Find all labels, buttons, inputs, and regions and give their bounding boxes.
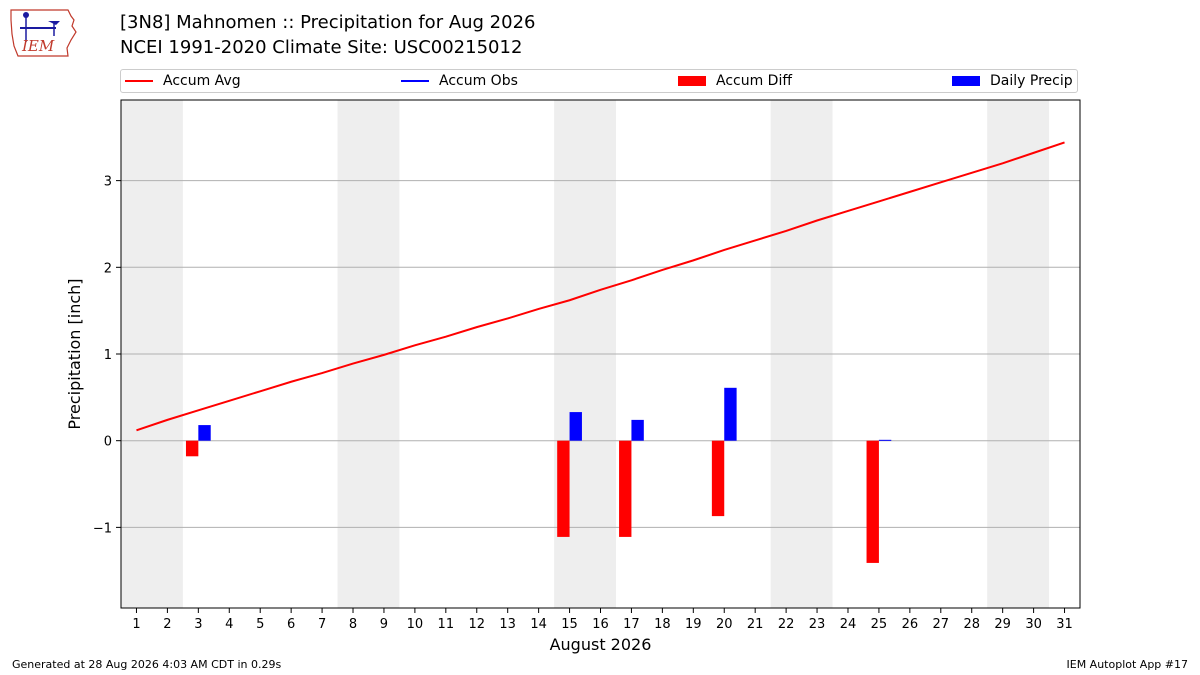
x-tick-label: 6 xyxy=(287,617,295,632)
x-axis-label: August 2026 xyxy=(550,635,652,654)
daily-precip-bar-20 xyxy=(724,387,737,441)
x-tick-label: 9 xyxy=(380,617,388,632)
daily-precip-bar-17 xyxy=(631,419,644,441)
x-tick-label: 20 xyxy=(716,617,733,632)
x-tick-label: 12 xyxy=(468,617,485,632)
x-tick-label: 13 xyxy=(499,617,516,632)
y-tick-label: 3 xyxy=(104,175,112,190)
logo-text: IEM xyxy=(21,37,55,55)
accum-diff-bar-3 xyxy=(185,440,199,457)
x-tick-label: 25 xyxy=(871,617,888,632)
x-tick-label: 17 xyxy=(623,617,640,632)
x-tick-label: 10 xyxy=(407,617,424,632)
x-tick-label: 28 xyxy=(963,617,980,632)
legend-accum-diff-label: Accum Diff xyxy=(716,73,793,89)
y-tick-label: −1 xyxy=(93,521,112,536)
legend-accum-avg: Accum Avg xyxy=(125,73,241,89)
x-tick-label: 14 xyxy=(530,617,547,632)
accum-diff-bar-17 xyxy=(619,440,632,537)
accum-diff-bar-15 xyxy=(557,440,570,537)
generated-timestamp: Generated at 28 Aug 2026 4:03 AM CDT in … xyxy=(12,658,282,671)
y-tick-label: 2 xyxy=(104,261,112,276)
accum-diff-bar-25 xyxy=(866,440,879,563)
chart-subtitle: NCEI 1991-2020 Climate Site: USC00215012 xyxy=(120,37,523,58)
x-tick-label: 23 xyxy=(809,617,826,632)
x-tick-label: 21 xyxy=(747,617,764,632)
legend-accum-diff-swatch xyxy=(678,76,706,86)
daily-precip-bar-25 xyxy=(878,439,892,441)
legend-accum-avg-label: Accum Avg xyxy=(163,73,241,89)
legend-accum-diff: Accum Diff xyxy=(678,73,792,89)
daily-precip-bar-3 xyxy=(198,425,211,441)
legend-daily-precip-label: Daily Precip xyxy=(990,73,1073,89)
x-tick-label: 11 xyxy=(438,617,455,632)
x-tick-label: 26 xyxy=(902,617,919,632)
x-tick-label: 4 xyxy=(225,617,233,632)
x-tick-label: 30 xyxy=(1025,617,1042,632)
x-tick-label: 5 xyxy=(256,617,264,632)
chart-title: [3N8] Mahnomen :: Precipitation for Aug … xyxy=(120,12,536,33)
chart-legend: Accum Avg Accum Obs Accum Diff Daily Pre… xyxy=(120,69,1078,93)
x-tick-label: 1 xyxy=(132,617,140,632)
app-credit: IEM Autoplot App #17 xyxy=(1066,658,1189,671)
y-tick-label: 1 xyxy=(104,348,112,363)
legend-accum-obs: Accum Obs xyxy=(401,73,518,89)
x-tick-label: 7 xyxy=(318,617,326,632)
legend-daily-precip-swatch xyxy=(952,76,980,86)
iem-logo: IEM xyxy=(8,6,80,60)
x-tick-label: 15 xyxy=(561,617,578,632)
x-tick-label: 2 xyxy=(163,617,171,632)
x-tick-label: 16 xyxy=(592,617,609,632)
x-tick-label: 29 xyxy=(994,617,1011,632)
legend-accum-avg-swatch xyxy=(125,80,153,82)
x-tick-label: 19 xyxy=(685,617,702,632)
x-tick-label: 31 xyxy=(1056,617,1073,632)
accum-diff-bar-20 xyxy=(711,440,725,517)
x-tick-label: 24 xyxy=(840,617,857,632)
accum-avg-line xyxy=(136,141,1065,432)
y-tick-label: 0 xyxy=(104,435,112,450)
x-tick-label: 22 xyxy=(778,617,795,632)
daily-precip-bar-15 xyxy=(569,412,582,441)
x-tick-label: 3 xyxy=(194,617,202,632)
x-tick-label: 8 xyxy=(349,617,357,632)
y-axis-label: Precipitation [inch] xyxy=(65,278,84,429)
legend-accum-obs-swatch xyxy=(401,80,429,82)
x-tick-label: 27 xyxy=(933,617,950,632)
x-tick-label: 18 xyxy=(654,617,671,632)
legend-accum-obs-label: Accum Obs xyxy=(439,73,518,89)
legend-daily-precip: Daily Precip xyxy=(952,73,1073,89)
